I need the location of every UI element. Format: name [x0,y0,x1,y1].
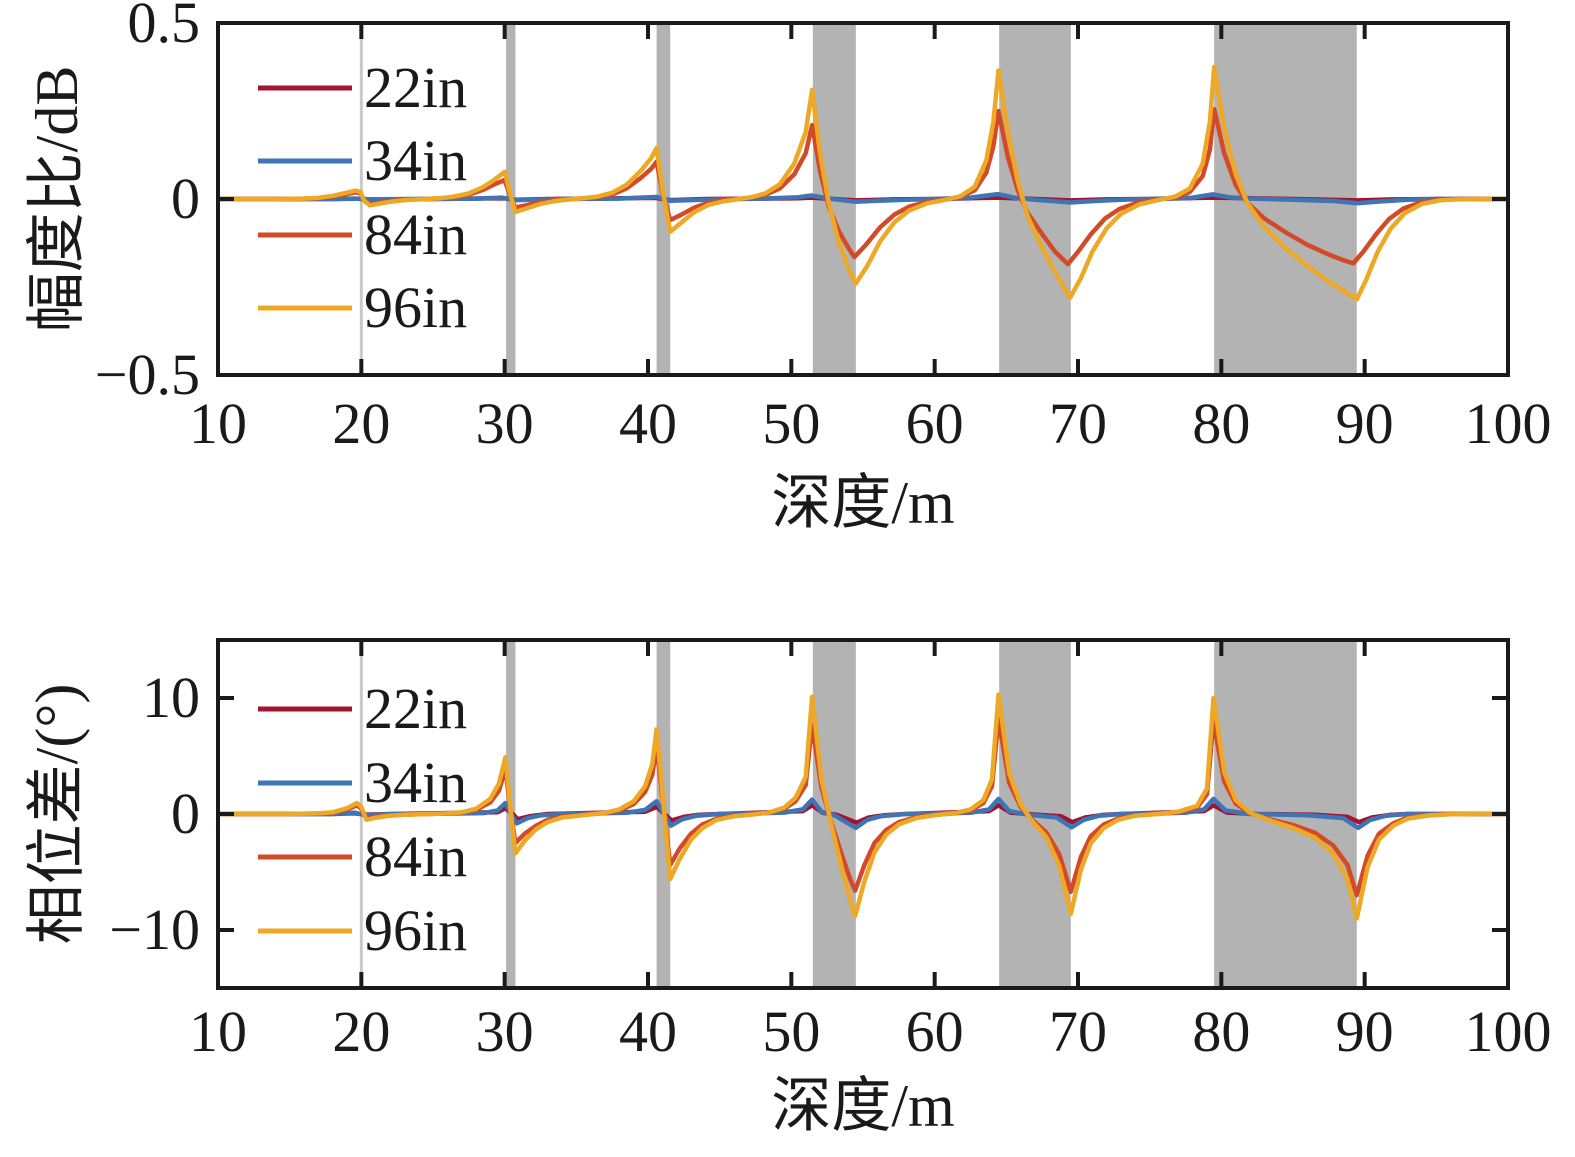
amplitude-x-tick-label: 20 [332,391,391,456]
phase-legend-line-22in [258,706,352,712]
amplitude-x-tick-label: 70 [1049,391,1107,456]
phase-series-96in [218,692,1508,921]
phase-x-tick-label: 90 [1335,999,1394,1064]
phase-x-tick-label: 10 [189,999,247,1064]
amplitude-legend-label-22in: 22in [364,55,468,120]
phase-legend-label-34in: 34in [364,750,468,815]
phase-legend-label-96in: 96in [364,898,468,963]
phase-chart [216,638,1510,990]
amplitude-x-tick-label: 100 [1464,391,1552,456]
amplitude-series-96in [218,64,1508,302]
y-axis-title-phase: 相位差/(°) [24,683,90,945]
amplitude-x-tick-label: 30 [475,391,534,456]
amplitude-legend-label-34in: 34in [364,128,468,194]
phase-x-tick-label: 20 [332,999,391,1064]
amplitude-x-tick-label: 90 [1335,391,1394,456]
amplitude-x-tick-label: 80 [1192,391,1251,456]
amplitude-y-tick-label: 0.5 [127,0,201,55]
phase-legend-line-84in [258,854,352,860]
amplitude-series-34in [218,191,1508,206]
amplitude-legend-line-34in [258,158,352,164]
phase-legend-line-34in [258,780,352,786]
y-axis-title-amplitude: 幅度比/dB [24,65,90,333]
phase-y-tick-label: 0 [171,781,200,846]
amplitude-y-tick-label: 0 [171,166,200,231]
phase-y-tick-label: 10 [142,665,200,730]
phase-legend-line-96in [258,928,352,934]
amplitude-x-tick-label: 10 [189,391,247,456]
phase-x-tick-label: 30 [475,999,534,1064]
amplitude-chart [216,21,1510,377]
amplitude-x-tick-label: 50 [762,391,821,456]
amplitude-x-tick-label: 60 [905,391,964,456]
x-axis-title-phase: 深度/m [771,1073,955,1139]
amplitude-y-tick-label: −0.5 [94,342,200,407]
amplitude-legend-line-84in [258,232,352,238]
phase-x-tick-label: 60 [905,999,964,1064]
phase-legend-label-22in: 22in [364,676,468,741]
phase-x-tick-label: 80 [1192,999,1251,1064]
x-axis-title-amplitude: 深度/m [771,470,955,536]
phase-y-tick-label: −10 [109,897,200,962]
phase-x-tick-label: 40 [619,999,677,1064]
phase-x-tick-label: 70 [1049,999,1107,1064]
amplitude-legend-label-96in: 96in [364,274,468,340]
amplitude-legend-line-96in [258,305,352,311]
amplitude-x-tick-label: 40 [619,391,677,456]
phase-x-tick-label: 100 [1464,999,1552,1064]
amplitude-legend-label-84in: 84in [364,201,468,267]
phase-x-tick-label: 50 [762,999,821,1064]
phase-legend-label-84in: 84in [364,824,468,889]
amplitude-legend-line-22in [258,85,352,91]
